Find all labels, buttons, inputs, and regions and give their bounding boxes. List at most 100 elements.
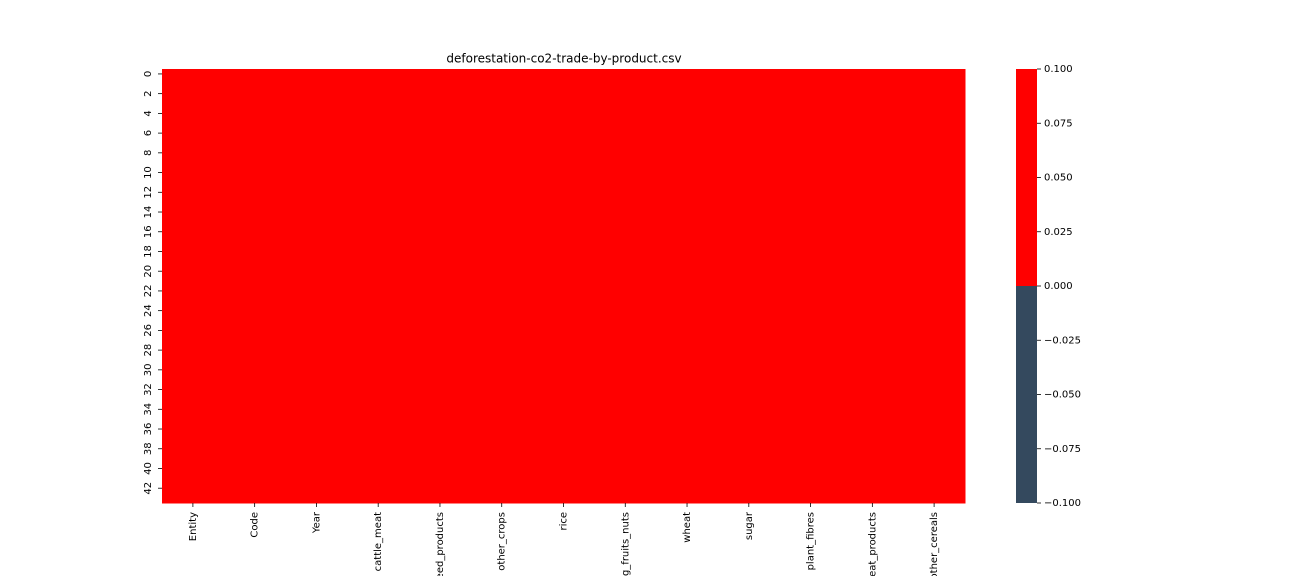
cell [162, 305, 225, 317]
cell [717, 236, 781, 248]
cell [347, 147, 410, 159]
cell [656, 345, 719, 356]
cell [223, 443, 287, 455]
cell [347, 78, 410, 90]
cell [470, 216, 534, 228]
cell [841, 335, 904, 346]
cell [779, 364, 842, 376]
cell [656, 266, 719, 277]
cell [162, 463, 225, 474]
cell [594, 473, 657, 484]
x-tick-label: other_crops [497, 512, 508, 571]
cell [223, 355, 287, 366]
cell [223, 276, 287, 287]
x-tick-label: eed_products [435, 512, 446, 576]
cell [409, 325, 472, 336]
cell [347, 335, 410, 346]
cell [409, 147, 472, 159]
cell [717, 374, 781, 386]
cell [532, 157, 595, 169]
cell [903, 364, 966, 376]
cell [594, 404, 657, 415]
cell [717, 335, 781, 346]
cell [223, 384, 287, 395]
cell [594, 226, 657, 238]
cell [656, 325, 719, 336]
cell [285, 78, 348, 90]
cell [223, 236, 287, 248]
cell [347, 226, 410, 238]
cell [903, 216, 966, 228]
colorbar-segment [1016, 69, 1037, 286]
cell [532, 118, 595, 129]
cell [162, 276, 225, 287]
cell [285, 374, 348, 386]
cell [285, 355, 348, 366]
cell [532, 295, 595, 307]
x-tick-label: other_cereals [929, 512, 940, 576]
cell [594, 424, 657, 435]
cell [903, 236, 966, 248]
cell [594, 374, 657, 386]
cell [409, 226, 472, 238]
cell [347, 384, 410, 395]
cell [841, 404, 904, 415]
cell [470, 266, 534, 277]
cell [841, 236, 904, 248]
cell [594, 295, 657, 307]
cell [470, 335, 534, 346]
cell [841, 433, 904, 445]
cell [717, 483, 781, 494]
cell [470, 424, 534, 435]
y-tick-label: 8 [143, 150, 154, 156]
cell [409, 108, 472, 119]
cell [532, 414, 595, 425]
cell [470, 147, 534, 159]
cell [223, 364, 287, 376]
cell [717, 88, 781, 100]
cell [841, 266, 904, 277]
cell [223, 128, 287, 139]
cell [162, 374, 225, 386]
cell [470, 463, 534, 474]
cell [841, 473, 904, 484]
cell [779, 414, 842, 425]
cell [903, 187, 966, 198]
cell [656, 128, 719, 139]
cell [717, 157, 781, 169]
cell [285, 424, 348, 435]
cell [779, 453, 842, 465]
cell [656, 207, 719, 218]
cell [717, 256, 781, 267]
cell [285, 246, 348, 257]
cell [347, 286, 410, 297]
cell [162, 266, 225, 277]
cell [717, 108, 781, 119]
cell [656, 197, 719, 208]
cell [285, 276, 348, 287]
cell [594, 78, 657, 90]
cell [162, 424, 225, 435]
cell [903, 374, 966, 386]
cell [532, 443, 595, 455]
cell [779, 226, 842, 238]
cell [841, 463, 904, 474]
cell [223, 414, 287, 425]
cell [841, 78, 904, 90]
cell [594, 69, 657, 80]
cell [779, 394, 842, 405]
cell [717, 167, 781, 178]
cell [594, 493, 657, 504]
cell [347, 443, 410, 455]
cell [717, 345, 781, 356]
y-tick-label: 32 [143, 383, 154, 396]
cell [347, 414, 410, 425]
cell [470, 305, 534, 317]
cell [656, 315, 719, 326]
cell [409, 335, 472, 346]
cell [717, 266, 781, 277]
cell [779, 345, 842, 356]
cell [285, 197, 348, 208]
cell [470, 78, 534, 90]
cell [717, 305, 781, 317]
